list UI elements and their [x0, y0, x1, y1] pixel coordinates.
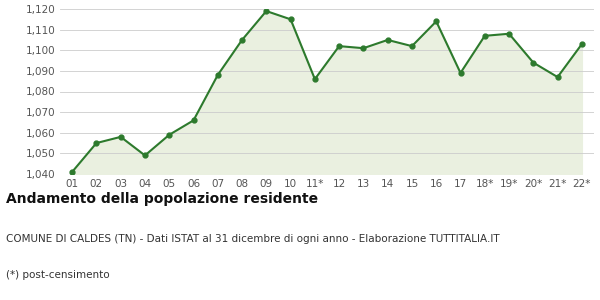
Text: (*) post-censimento: (*) post-censimento — [6, 270, 110, 280]
Text: Andamento della popolazione residente: Andamento della popolazione residente — [6, 192, 318, 206]
Text: COMUNE DI CALDES (TN) - Dati ISTAT al 31 dicembre di ogni anno - Elaborazione TU: COMUNE DI CALDES (TN) - Dati ISTAT al 31… — [6, 234, 500, 244]
